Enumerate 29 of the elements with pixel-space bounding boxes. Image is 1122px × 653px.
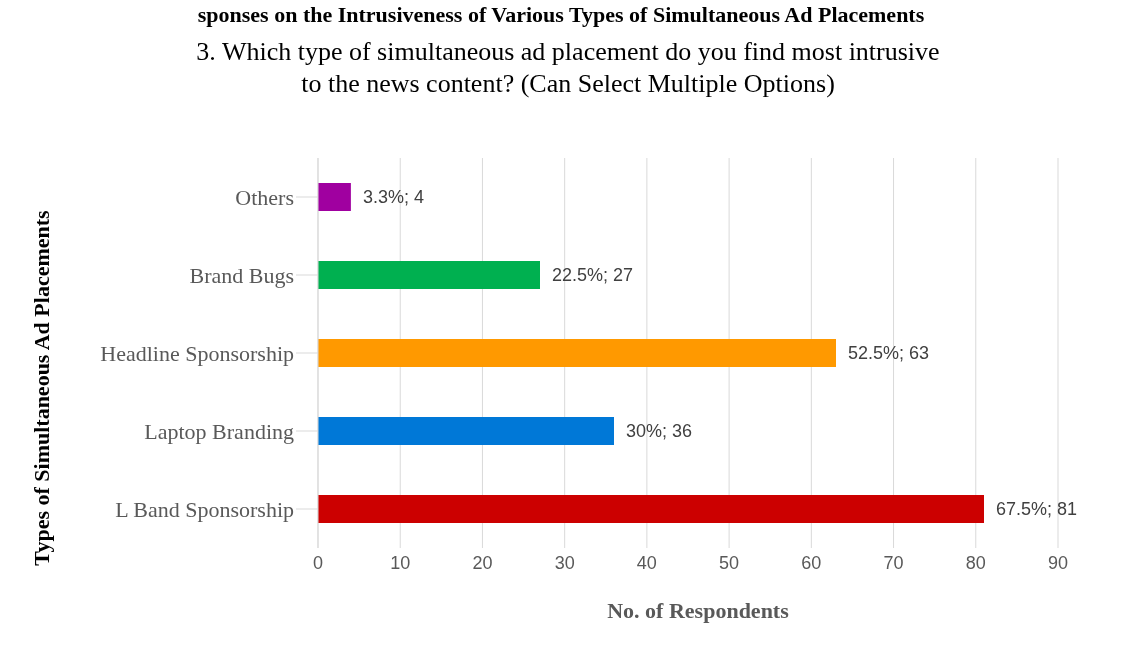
x-tick-label: 0	[312, 552, 324, 573]
data-label: 30%; 36	[626, 420, 693, 441]
data-label: 3.3%; 4	[362, 186, 424, 207]
y-tick-label: Brand Bugs	[189, 262, 294, 288]
y-tick-label: Headline Sponsorship	[100, 340, 294, 366]
x-tick-label: 90	[1047, 552, 1069, 573]
y-tick-label: Laptop Branding	[144, 418, 294, 444]
bar	[318, 416, 614, 445]
x-tick-label: 60	[801, 552, 822, 573]
x-tick-label: 20	[472, 552, 493, 573]
x-tick-label: 80	[965, 552, 986, 573]
bar	[318, 338, 836, 367]
x-tick-label: 10	[390, 552, 411, 573]
y-tick-label: Others	[235, 184, 294, 210]
x-tick-label: 70	[883, 552, 904, 573]
data-label: 52.5%; 63	[848, 342, 930, 363]
chart-title: sponses on the Intrusiveness of Various Types of Simultaneous Ad Placements	[196, 2, 926, 28]
data-label: 22.5%; 27	[552, 264, 634, 285]
x-tick-label: 50	[719, 552, 740, 573]
x-axis-title: No. of Respondents	[606, 598, 790, 624]
data-label: 67.5%; 81	[996, 498, 1078, 519]
x-tick-label: 40	[636, 552, 657, 573]
bar	[318, 260, 540, 289]
bar	[318, 494, 984, 523]
x-tick-label: 30	[554, 552, 575, 573]
bar	[318, 182, 351, 211]
y-tick-label: L Band Sponsorship	[115, 496, 294, 522]
chart-subtitle: 3. Which type of simultaneous ad placement do you find most intrusive to the news content? (Can Select Multiple Options)	[195, 36, 941, 100]
y-axis-title: Types of Simultaneous Ad Placements	[29, 210, 55, 566]
